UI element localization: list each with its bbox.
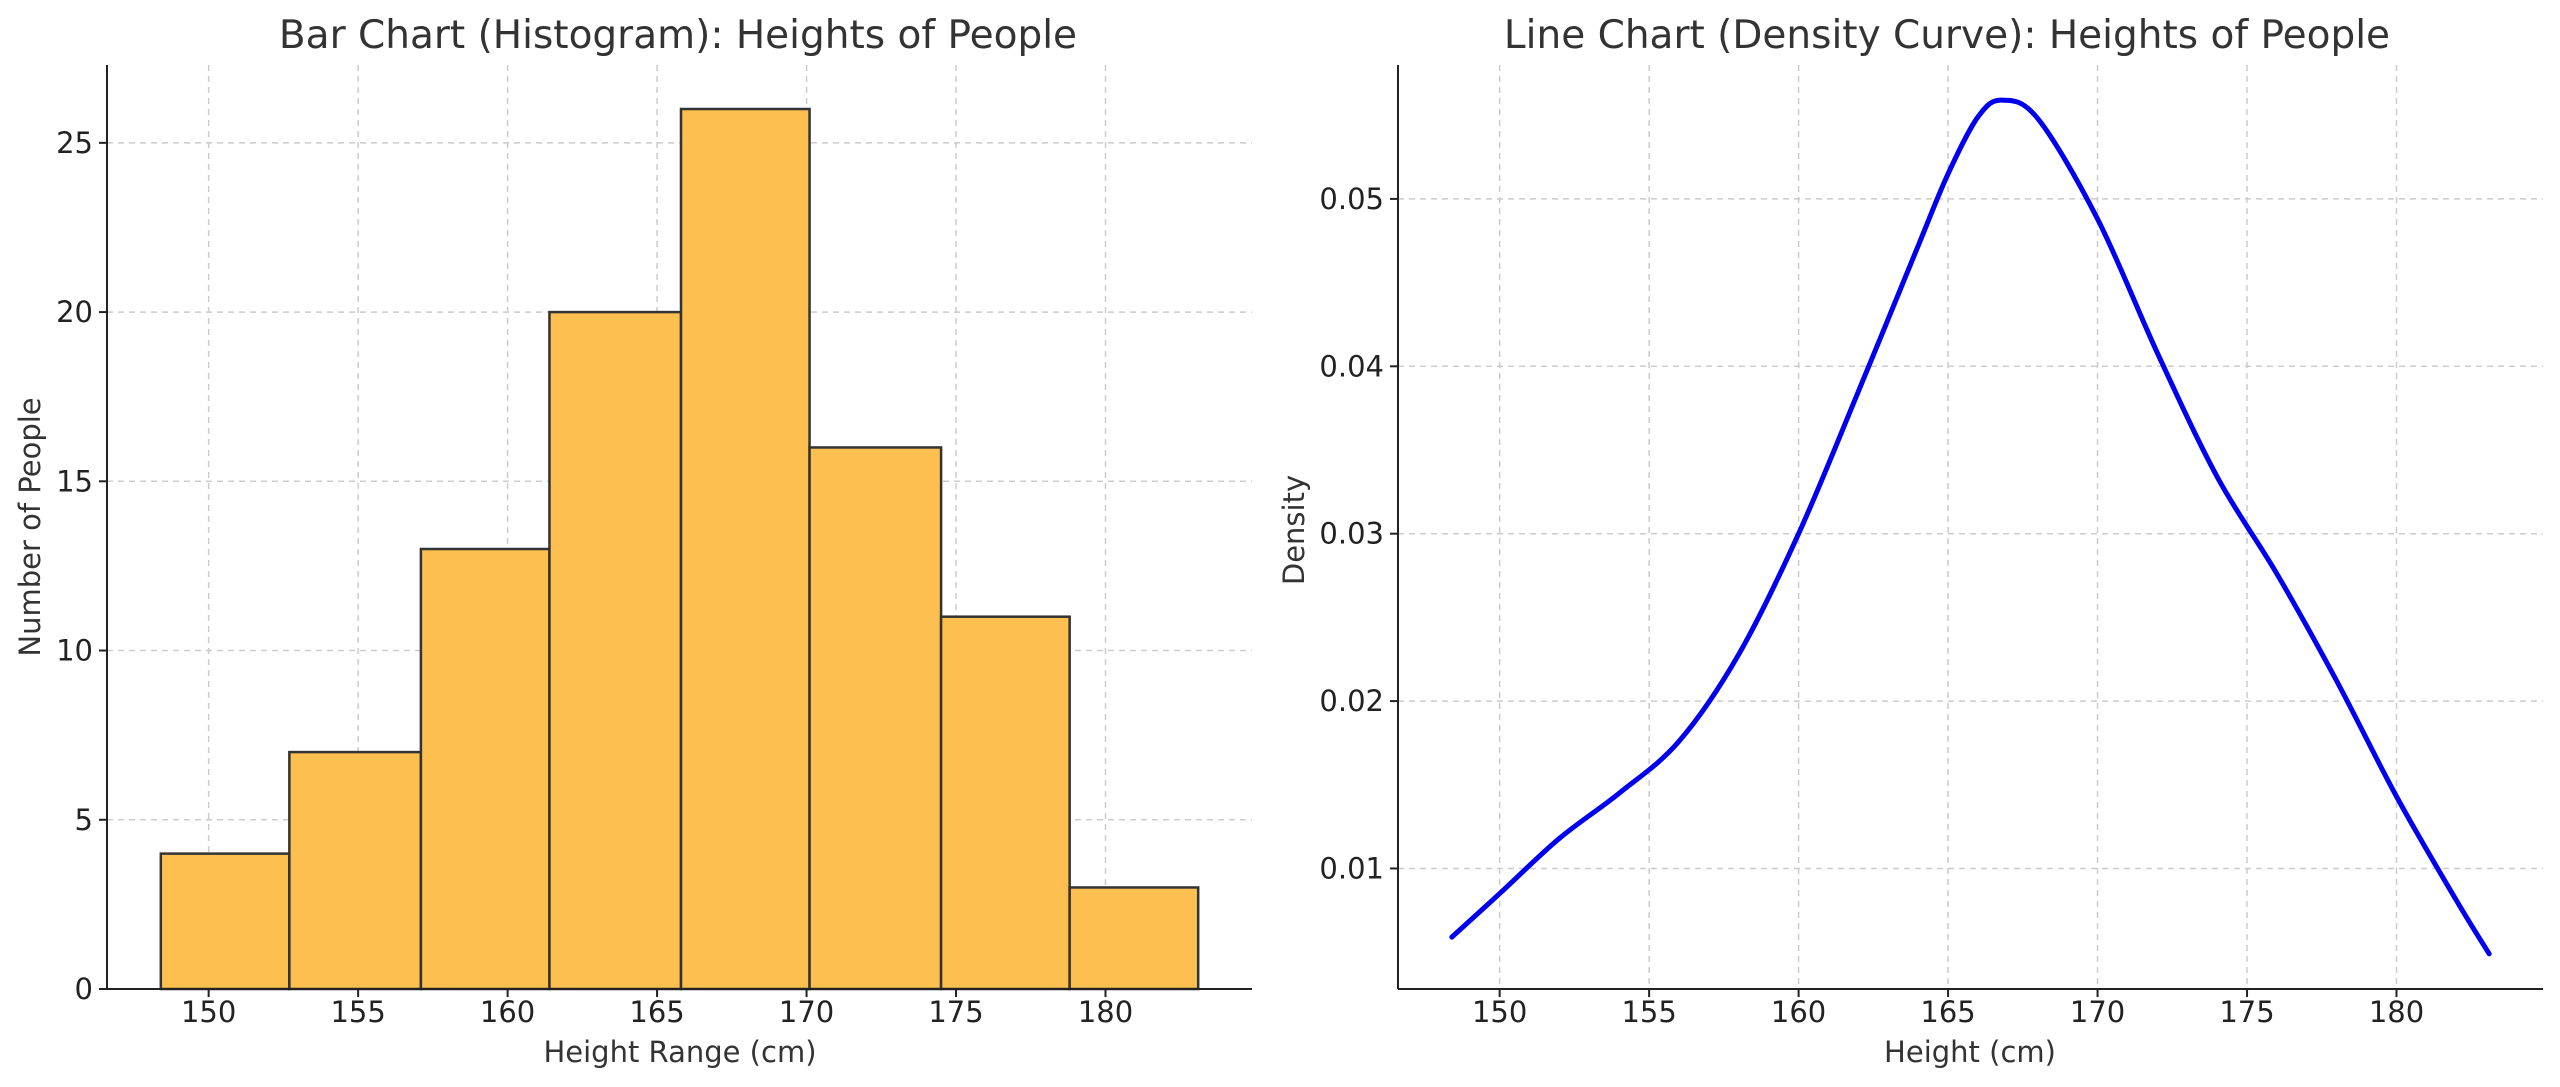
histogram-bar xyxy=(939,615,1071,991)
histogram-x-tick-label: 150 xyxy=(181,995,236,1029)
density-y-tick-label: 0.03 xyxy=(1319,517,1384,551)
histogram-bar xyxy=(808,446,943,991)
histogram-y-label: Number of People xyxy=(13,397,47,656)
histogram-y-tick-label: 20 xyxy=(56,295,93,329)
histogram-bar xyxy=(288,750,423,991)
density-x-tick-label: 180 xyxy=(2369,995,2424,1029)
histogram-bars xyxy=(159,107,1200,991)
density-y-tick-label: 0.02 xyxy=(1319,684,1384,718)
histogram-y-tick-label: 25 xyxy=(56,126,93,160)
histogram-bar xyxy=(548,310,683,991)
histogram-y-tick-label: 0 xyxy=(75,972,93,1006)
histogram-y-tick-label: 10 xyxy=(56,634,93,668)
density-ticks: 150 155 160 165 170 175 180 0.01 0.02 0.03 0.04 0.0… xyxy=(1319,182,2424,1029)
histogram-x-tick-label: 155 xyxy=(330,995,385,1029)
histogram-x-tick-label: 175 xyxy=(928,995,983,1029)
histogram-title: Bar Chart (Histogram): Heights of People xyxy=(279,13,1077,58)
density-chart: Line Chart (Density Curve): Heights of P… xyxy=(1277,13,2543,1069)
histogram-bar xyxy=(1068,886,1200,991)
histogram-chart: Bar Chart (Histogram): Heights of People… xyxy=(13,13,1252,1069)
density-x-label: Height (cm) xyxy=(1884,1035,2056,1069)
histogram-ticks: 150 155 160 165 170 175 180 0 5 10 15 20 25 xyxy=(56,126,1133,1029)
histogram-y-tick-label: 5 xyxy=(75,803,93,837)
density-x-tick-label: 160 xyxy=(1771,995,1826,1029)
histogram-x-tick-label: 170 xyxy=(779,995,834,1029)
density-curve-line xyxy=(1449,97,2492,957)
histogram-x-label: Height Range (cm) xyxy=(543,1035,816,1069)
histogram-bar xyxy=(159,852,291,991)
histogram-x-tick-label: 180 xyxy=(1078,995,1133,1029)
density-x-tick-label: 175 xyxy=(2219,995,2274,1029)
density-x-tick-label: 170 xyxy=(2070,995,2125,1029)
density-title: Line Chart (Density Curve): Heights of P… xyxy=(1504,13,2390,58)
density-y-label: Density xyxy=(1277,475,1311,585)
density-grid xyxy=(1398,65,2543,989)
density-x-tick-label: 155 xyxy=(1621,995,1676,1029)
density-x-tick-label: 165 xyxy=(1920,995,1975,1029)
density-x-tick-label: 150 xyxy=(1472,995,1527,1029)
density-y-tick-label: 0.01 xyxy=(1319,851,1384,885)
histogram-x-tick-label: 160 xyxy=(480,995,535,1029)
histogram-x-tick-label: 165 xyxy=(629,995,684,1029)
histogram-y-tick-label: 15 xyxy=(56,464,93,498)
density-y-tick-label: 0.05 xyxy=(1319,182,1384,216)
histogram-bar xyxy=(679,107,811,991)
density-y-tick-label: 0.04 xyxy=(1319,349,1384,383)
histogram-bar xyxy=(419,547,551,991)
